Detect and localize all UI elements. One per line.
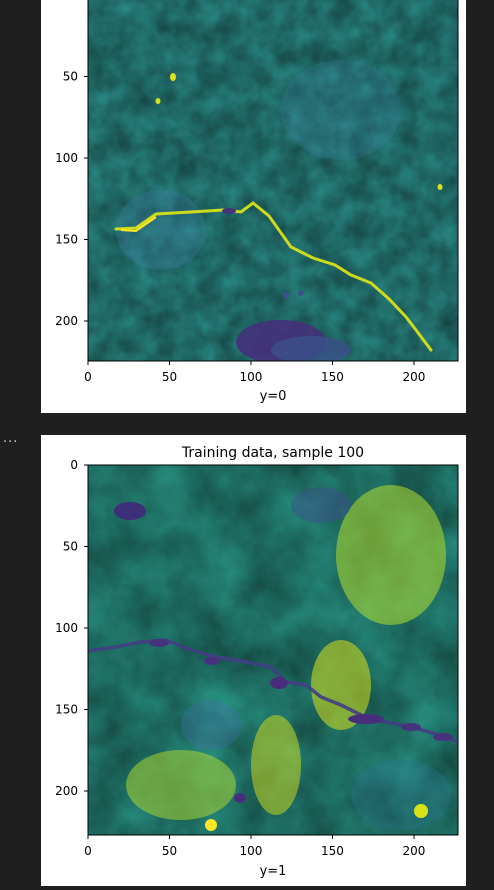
y-tick-label: 100 (55, 151, 78, 165)
x-tick-label: 100 (240, 844, 263, 858)
y-tick-label: 50 (63, 539, 78, 553)
x-axis-label-1: y=0 (260, 389, 287, 404)
cell-output-1: 0 50 100 150 200 50 100 150 200 y=0 (41, 0, 466, 413)
x-axis-label-2: y=1 (260, 864, 287, 879)
output-collapse-ellipsis[interactable]: ... (3, 431, 19, 446)
x-tick-label: 0 (84, 370, 92, 384)
x-tick-label: 200 (403, 370, 426, 384)
y-tick-label: 200 (55, 784, 78, 798)
axes-1: 0 50 100 150 200 50 100 150 200 (55, 69, 425, 384)
axes-2: 0 50 100 150 200 0 50 100 150 200 (55, 458, 425, 858)
x-tick-label: 50 (162, 844, 177, 858)
x-tick-label: 100 (240, 370, 263, 384)
x-tick-label: 150 (321, 370, 344, 384)
y-tick-label: 200 (55, 314, 78, 328)
y-tick-label: 50 (63, 69, 78, 83)
heatmap-figure-1: 0 50 100 150 200 50 100 150 200 y=0 (55, 0, 459, 404)
heatmap-figure-2: 0 50 100 150 200 0 50 100 150 200 Training data, … (55, 445, 459, 879)
x-tick-label: 0 (84, 844, 92, 858)
x-tick-label: 200 (403, 844, 426, 858)
heatmap-image-2 (88, 465, 458, 835)
axes-frame-2 (87, 464, 459, 836)
y-tick-label: 150 (55, 702, 78, 716)
axes-frame-1 (87, 0, 459, 362)
x-tick-label: 150 (321, 844, 344, 858)
cell-output-2: 0 50 100 150 200 0 50 100 150 200 Training data, … (41, 435, 466, 886)
heatmap-image-1 (88, 0, 458, 361)
x-tick-label: 50 (162, 370, 177, 384)
y-tick-label: 0 (70, 458, 78, 472)
chart-title-2: Training data, sample 100 (181, 445, 364, 461)
y-tick-label: 100 (55, 621, 78, 635)
y-tick-label: 150 (55, 232, 78, 246)
